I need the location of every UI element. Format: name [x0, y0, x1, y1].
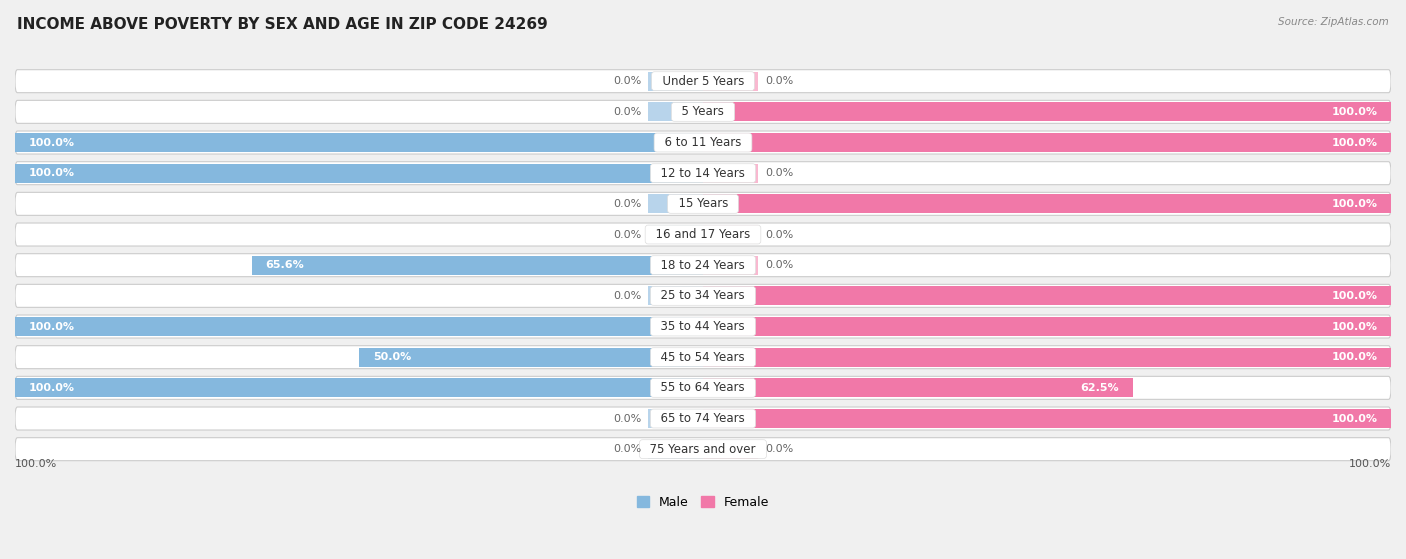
- Text: 0.0%: 0.0%: [613, 291, 641, 301]
- FancyBboxPatch shape: [15, 345, 1391, 369]
- FancyBboxPatch shape: [15, 223, 1391, 246]
- Text: 100.0%: 100.0%: [15, 459, 58, 469]
- Text: 100.0%: 100.0%: [28, 383, 75, 393]
- Text: 75 Years and over: 75 Years and over: [643, 443, 763, 456]
- Text: Under 5 Years: Under 5 Years: [655, 75, 751, 88]
- Bar: [15, 133, 703, 152]
- Text: 15 Years: 15 Years: [671, 197, 735, 210]
- Bar: [703, 409, 1391, 428]
- Text: 18 to 24 Years: 18 to 24 Years: [654, 259, 752, 272]
- Bar: [703, 286, 1391, 305]
- Text: 65.6%: 65.6%: [266, 260, 304, 270]
- Text: 12 to 14 Years: 12 to 14 Years: [654, 167, 752, 179]
- FancyBboxPatch shape: [15, 407, 1391, 430]
- Bar: [703, 317, 1391, 336]
- FancyBboxPatch shape: [15, 438, 1391, 461]
- Bar: [648, 440, 703, 459]
- Bar: [648, 286, 703, 305]
- Bar: [648, 195, 703, 214]
- Bar: [703, 255, 758, 274]
- Bar: [648, 102, 703, 121]
- Text: 100.0%: 100.0%: [28, 138, 75, 148]
- Text: 62.5%: 62.5%: [1081, 383, 1119, 393]
- Legend: Male, Female: Male, Female: [631, 491, 775, 514]
- Bar: [703, 133, 1391, 152]
- Text: 100.0%: 100.0%: [28, 168, 75, 178]
- FancyBboxPatch shape: [15, 285, 1391, 307]
- Text: 25 to 34 Years: 25 to 34 Years: [654, 290, 752, 302]
- Text: 6 to 11 Years: 6 to 11 Years: [657, 136, 749, 149]
- Text: 16 and 17 Years: 16 and 17 Years: [648, 228, 758, 241]
- Text: 0.0%: 0.0%: [613, 107, 641, 117]
- Text: 100.0%: 100.0%: [1348, 459, 1391, 469]
- Text: 100.0%: 100.0%: [1331, 414, 1378, 424]
- Text: 100.0%: 100.0%: [1331, 138, 1378, 148]
- FancyBboxPatch shape: [15, 101, 1391, 124]
- Bar: [703, 348, 1391, 367]
- Bar: [648, 225, 703, 244]
- Bar: [703, 225, 758, 244]
- Text: 0.0%: 0.0%: [765, 168, 793, 178]
- Text: Source: ZipAtlas.com: Source: ZipAtlas.com: [1278, 17, 1389, 27]
- Text: 50.0%: 50.0%: [373, 352, 411, 362]
- Text: 0.0%: 0.0%: [765, 230, 793, 239]
- Bar: [703, 378, 1133, 397]
- Bar: [648, 409, 703, 428]
- Text: 0.0%: 0.0%: [765, 76, 793, 86]
- Text: 100.0%: 100.0%: [28, 321, 75, 331]
- Text: 0.0%: 0.0%: [613, 230, 641, 239]
- Text: 100.0%: 100.0%: [1331, 352, 1378, 362]
- FancyBboxPatch shape: [15, 162, 1391, 184]
- Text: 0.0%: 0.0%: [613, 76, 641, 86]
- FancyBboxPatch shape: [15, 70, 1391, 93]
- Bar: [703, 102, 1391, 121]
- Text: 55 to 64 Years: 55 to 64 Years: [654, 381, 752, 394]
- FancyBboxPatch shape: [15, 254, 1391, 277]
- Bar: [359, 348, 703, 367]
- Bar: [703, 164, 758, 183]
- Bar: [703, 440, 758, 459]
- Bar: [252, 255, 703, 274]
- Text: INCOME ABOVE POVERTY BY SEX AND AGE IN ZIP CODE 24269: INCOME ABOVE POVERTY BY SEX AND AGE IN Z…: [17, 17, 547, 32]
- Bar: [15, 378, 703, 397]
- Text: 35 to 44 Years: 35 to 44 Years: [654, 320, 752, 333]
- Text: 0.0%: 0.0%: [765, 444, 793, 454]
- Text: 0.0%: 0.0%: [613, 414, 641, 424]
- Text: 0.0%: 0.0%: [613, 444, 641, 454]
- Bar: [703, 72, 758, 91]
- Text: 0.0%: 0.0%: [613, 199, 641, 209]
- Text: 100.0%: 100.0%: [1331, 321, 1378, 331]
- FancyBboxPatch shape: [15, 131, 1391, 154]
- Text: 100.0%: 100.0%: [1331, 199, 1378, 209]
- Bar: [15, 317, 703, 336]
- Text: 0.0%: 0.0%: [765, 260, 793, 270]
- FancyBboxPatch shape: [15, 315, 1391, 338]
- FancyBboxPatch shape: [15, 192, 1391, 215]
- Bar: [703, 195, 1391, 214]
- Bar: [15, 164, 703, 183]
- FancyBboxPatch shape: [15, 376, 1391, 399]
- Text: 45 to 54 Years: 45 to 54 Years: [654, 350, 752, 364]
- Text: 5 Years: 5 Years: [675, 105, 731, 119]
- Text: 100.0%: 100.0%: [1331, 291, 1378, 301]
- Bar: [648, 72, 703, 91]
- Text: 65 to 74 Years: 65 to 74 Years: [654, 412, 752, 425]
- Text: 100.0%: 100.0%: [1331, 107, 1378, 117]
